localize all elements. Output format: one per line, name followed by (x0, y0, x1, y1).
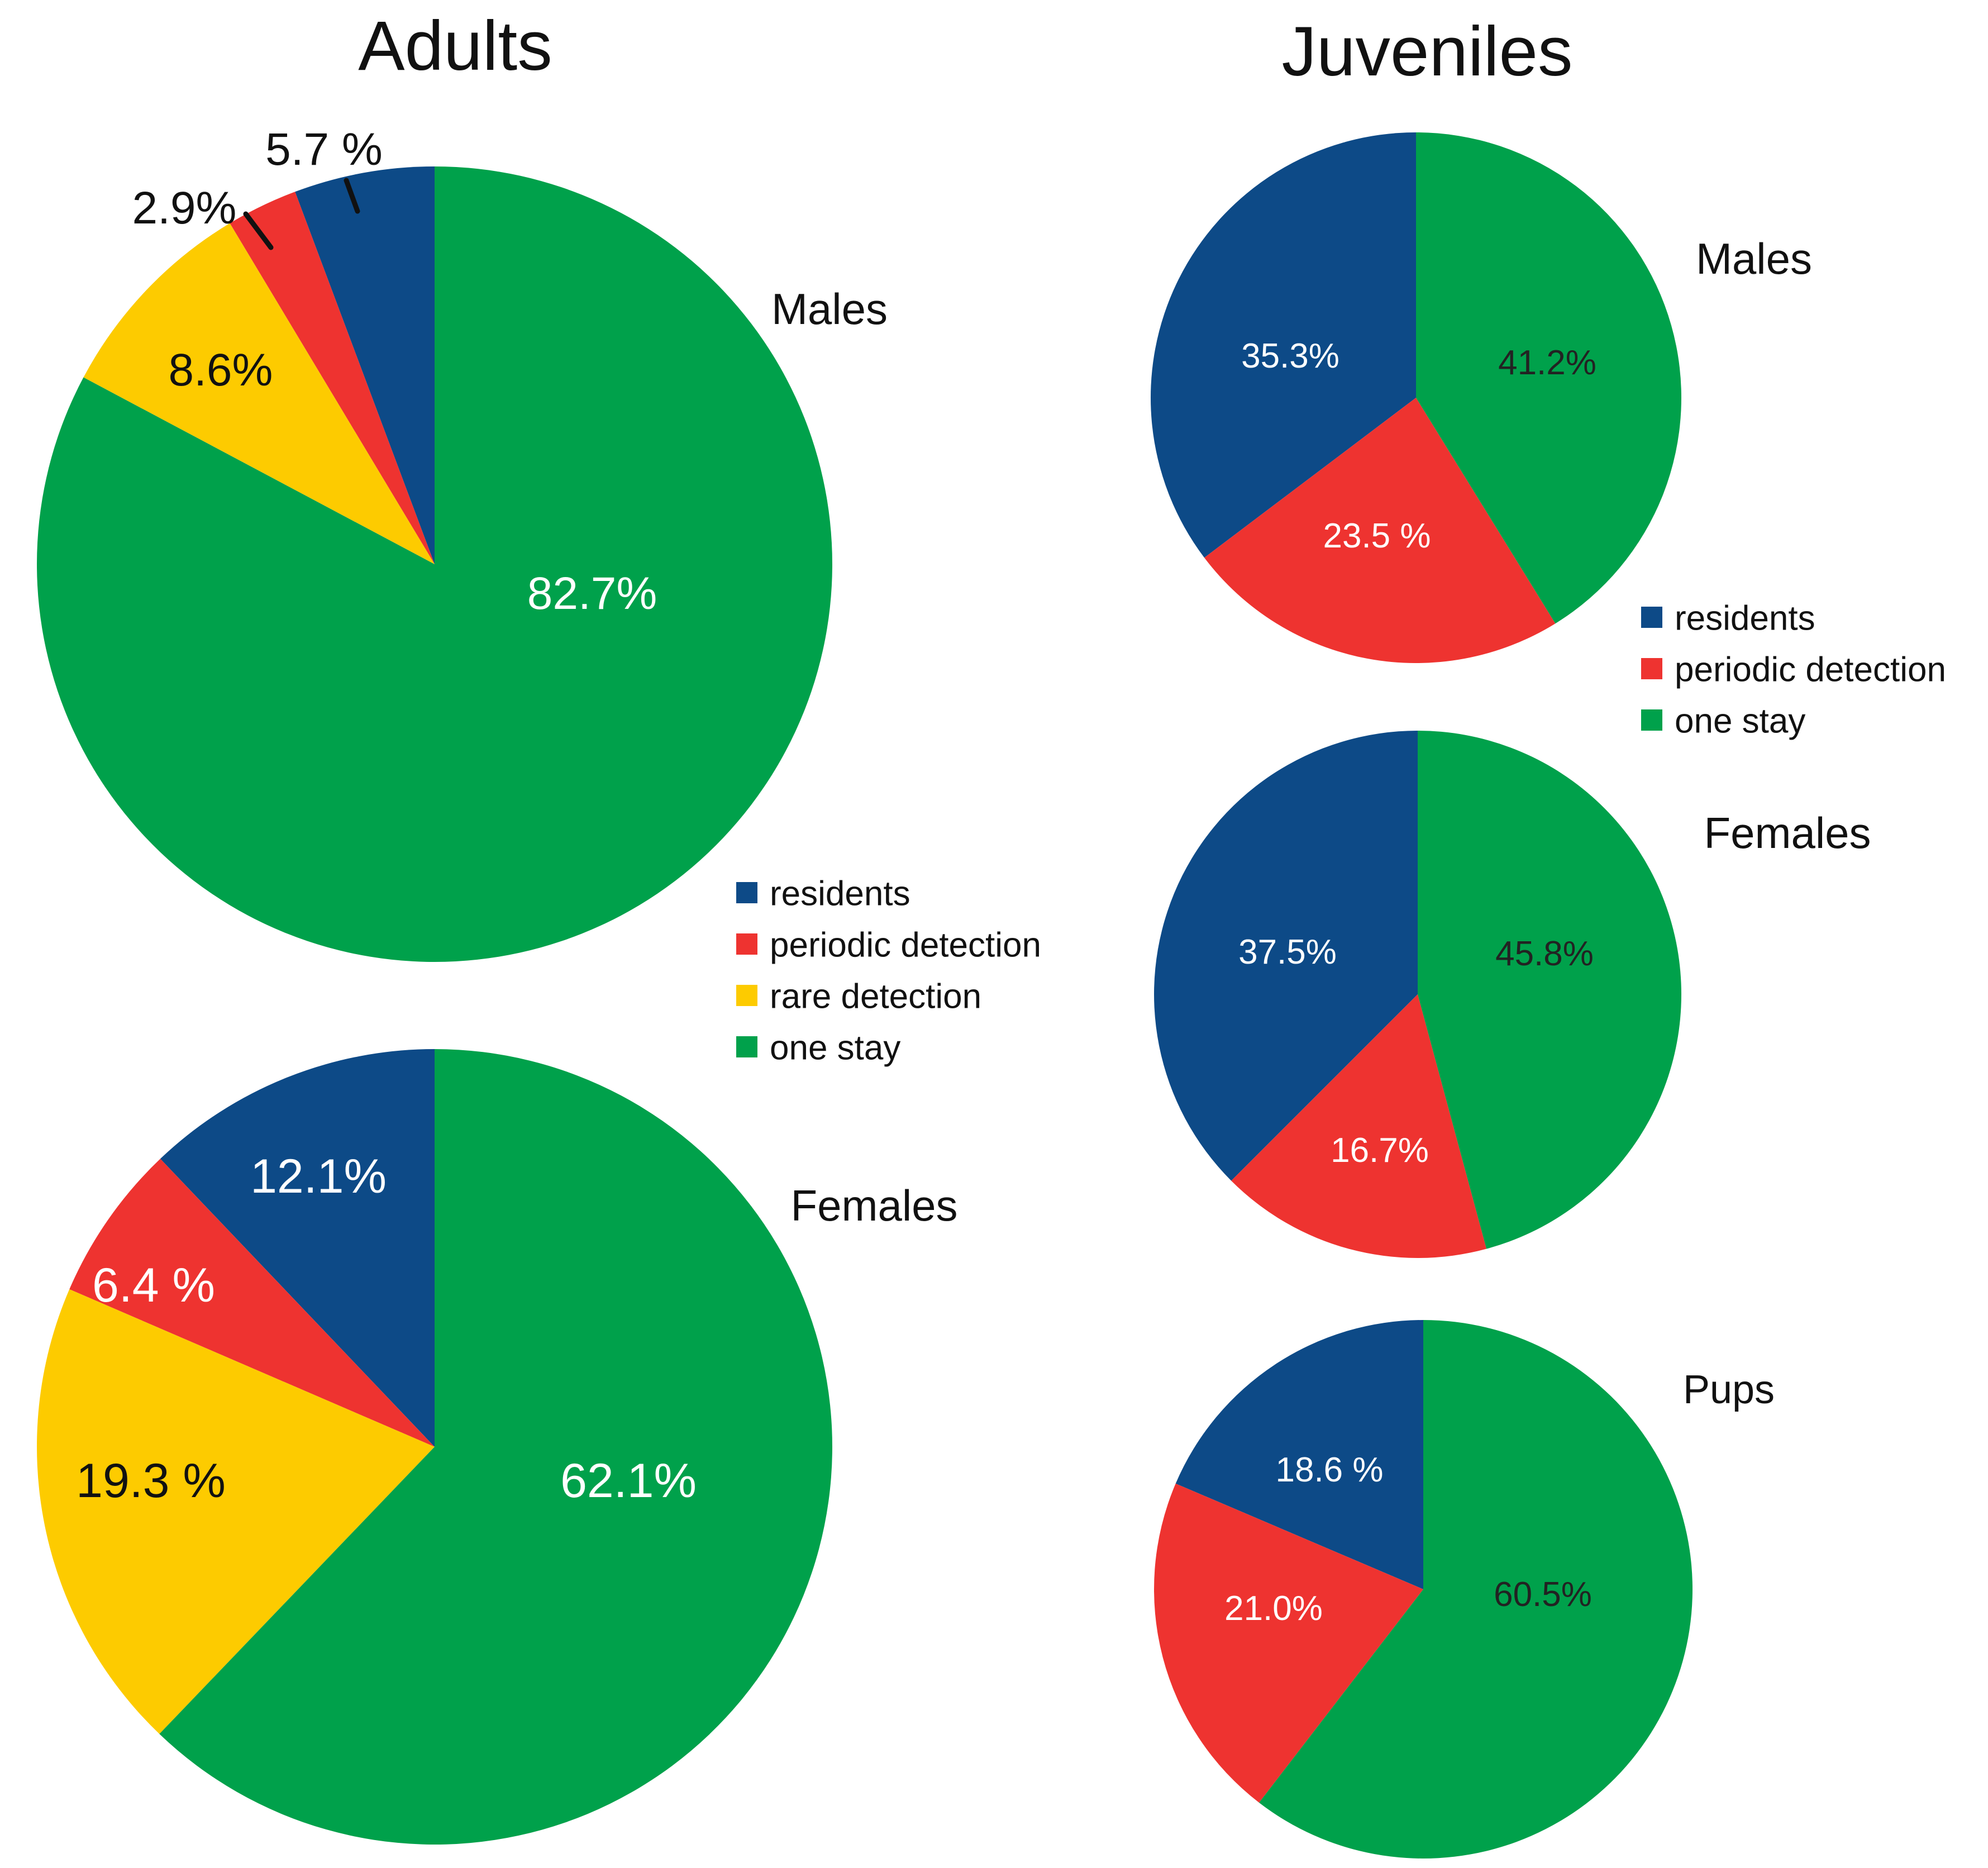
juveniles-pups-slice-periodic-detection (1154, 1483, 1423, 1803)
adults-legend: residents periodic detection rare detectio… (736, 874, 1041, 1067)
adults-legend-swatch-rare-detection (736, 985, 757, 1006)
juveniles-legend-label-residents: residents (1675, 599, 1815, 637)
juveniles-legend-swatch-residents (1641, 607, 1662, 628)
adults-males-label-rare-detection: 8.6% (169, 345, 273, 395)
adults-females-label-one-stay: 62.1% (560, 1454, 697, 1508)
juveniles-pups-label-residents: 18.6 % (1275, 1451, 1383, 1489)
juveniles-females-slice-periodic-detection (1231, 994, 1487, 1258)
adults-males-slice-one-stay (37, 166, 833, 962)
juveniles-females-label-periodic-detection: 16.7% (1331, 1131, 1429, 1170)
adults-females-label-rare-detection: 19.3 % (76, 1454, 226, 1508)
adults-females-slice-rare-detection (37, 1289, 435, 1734)
adults-females-label-periodic-detection: 6.4 % (92, 1259, 215, 1312)
adults-legend-label-rare-detection: rare detection (770, 977, 981, 1016)
juveniles-heading: Juveniles (1281, 13, 1572, 90)
juveniles-males-title: Males (1696, 234, 1812, 283)
adults-males-leader-residents (344, 178, 360, 214)
adults-legend-label-one-stay: one stay (770, 1028, 900, 1067)
juveniles-females-label-one-stay: 45.8% (1495, 935, 1594, 973)
juveniles-legend-swatch-periodic-detection (1641, 658, 1662, 679)
juveniles-pups-slice-residents (1175, 1320, 1423, 1589)
juveniles-pups-title: Pups (1683, 1367, 1775, 1412)
adults-males-title: Males (771, 284, 888, 333)
juveniles-pups-label-one-stay: 60.5% (1494, 1575, 1592, 1614)
juveniles-pups-pie: 18.6 % 21.0% 60.5% Pups (1154, 1319, 1775, 1859)
adults-males-label-residents: 5.7 % (265, 124, 383, 175)
juveniles-females-slice-residents (1154, 731, 1418, 1181)
adults-legend-label-residents: residents (770, 874, 910, 913)
juveniles-legend-swatch-one-stay (1641, 709, 1662, 731)
juveniles-pups-label-periodic-detection: 21.0% (1224, 1589, 1323, 1628)
juveniles-males-slice-residents (1151, 132, 1416, 558)
adults-males-slice-rare-detection (83, 223, 435, 564)
juveniles-males-label-one-stay: 41.2% (1498, 344, 1596, 382)
adults-males-slice-residents (295, 166, 435, 564)
juveniles-legend: residents periodic detection one stay (1641, 599, 1946, 740)
adults-females-label-residents: 12.1% (250, 1150, 387, 1203)
juveniles-males-slice-one-stay (1416, 132, 1681, 624)
legends-layer: residents periodic detection rare detectio… (736, 599, 1946, 1067)
adults-females-slice-one-stay (159, 1049, 833, 1845)
juveniles-females-title: Females (1704, 808, 1871, 857)
adults-heading: Adults (358, 7, 552, 85)
adults-males-slice-periodic-detection (230, 192, 435, 564)
adults-females-pie: 12.1% 6.4 % 19.3 % 62.1% Females (37, 1049, 958, 1845)
adults-males-leader-periodic-detection (243, 211, 274, 250)
adults-females-slice-residents (160, 1049, 435, 1447)
charts-layer: 5.7 % 2.9% 8.6% 82.7% Males 12.1% 6.4 % 19.3 % 6… (37, 124, 1871, 1859)
juveniles-males-pie: 35.3% 23.5 % 41.2% Males (1151, 132, 1812, 663)
juveniles-males-slice-periodic-detection (1204, 398, 1556, 663)
adults-males-pie: 5.7 % 2.9% 8.6% 82.7% Males (37, 124, 888, 962)
adults-legend-swatch-periodic-detection (736, 933, 757, 955)
juveniles-females-slice-one-stay (1418, 731, 1682, 1249)
juveniles-males-label-residents: 35.3% (1241, 337, 1339, 375)
juveniles-pups-slice-one-stay (1259, 1319, 1693, 1859)
juveniles-males-label-periodic-detection: 23.5 % (1323, 517, 1431, 555)
adults-males-label-one-stay: 82.7% (527, 568, 657, 619)
juveniles-females-pie: 37.5% 16.7% 45.8% Females (1154, 731, 1871, 1258)
adults-females-title: Females (790, 1181, 957, 1230)
adults-females-slice-periodic-detection (69, 1159, 435, 1447)
adults-legend-swatch-residents (736, 882, 757, 903)
adults-legend-swatch-one-stay (736, 1036, 757, 1057)
adults-legend-label-periodic-detection: periodic detection (770, 926, 1041, 964)
juveniles-legend-label-one-stay: one stay (1675, 702, 1805, 740)
juveniles-legend-label-periodic-detection: periodic detection (1675, 650, 1946, 689)
juveniles-females-label-residents: 37.5% (1238, 933, 1337, 971)
adults-males-label-periodic-detection: 2.9% (132, 183, 237, 234)
